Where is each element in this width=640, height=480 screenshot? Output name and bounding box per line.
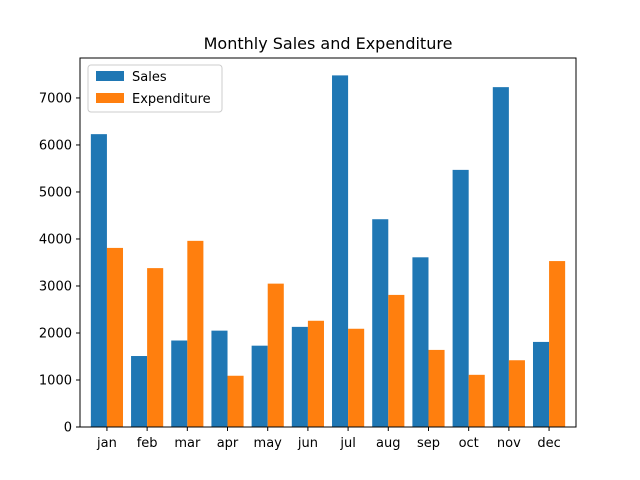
- bar-sales-jun: [291, 326, 308, 427]
- x-tick-label-sep: sep: [417, 436, 440, 451]
- bar-expenditure-oct: [468, 374, 485, 427]
- x-tick-label-feb: feb: [137, 436, 158, 451]
- x-tick-label-dec: dec: [537, 436, 560, 451]
- legend-swatch-sales: [96, 71, 124, 81]
- plot-area: 0 1000 2000 3000 4000 5000 6000 7000 jan feb mar ap…: [39, 57, 577, 451]
- x-tick-label-jun: jun: [297, 436, 318, 451]
- x-tick-label-oct: oct: [459, 436, 479, 451]
- axes-frame: [79, 57, 577, 428]
- bar-expenditure-mar: [187, 240, 204, 427]
- x-tick-label-jan: jan: [96, 436, 117, 451]
- y-tick-label: 5000: [39, 185, 72, 200]
- y-tick-label: 6000: [39, 138, 72, 153]
- bar-sales-sep: [412, 257, 429, 427]
- bar-expenditure-may: [267, 283, 284, 427]
- bar-expenditure-aug: [388, 294, 405, 427]
- y-tick-label: 1000: [39, 373, 72, 388]
- bar-sales-feb: [131, 356, 148, 427]
- bar-expenditure-apr: [227, 375, 244, 427]
- x-tick-label-mar: mar: [174, 436, 201, 451]
- bar-sales-nov: [492, 87, 509, 427]
- legend-label-sales: Sales: [132, 70, 167, 85]
- x-tick-label-may: may: [254, 436, 283, 451]
- y-tick-label: 4000: [39, 232, 72, 247]
- legend-swatch-expenditure: [96, 93, 124, 103]
- bar-expenditure-jun: [307, 320, 324, 427]
- bar-sales-may: [251, 345, 268, 427]
- bar-expenditure-jan: [106, 247, 124, 427]
- y-tick-label: 2000: [39, 326, 72, 341]
- bar-sales-apr: [211, 330, 228, 427]
- x-tick-label-apr: apr: [217, 436, 239, 451]
- bar-expenditure-feb: [147, 268, 164, 427]
- bar-sales-oct: [452, 169, 469, 427]
- bar-sales-jul: [332, 75, 349, 427]
- x-tick-label-nov: nov: [497, 436, 521, 451]
- bar-expenditure-jul: [348, 328, 365, 427]
- bar-expenditure-dec: [549, 261, 566, 427]
- y-tick-label: 0: [64, 421, 72, 436]
- bar-sales-mar: [171, 340, 188, 427]
- legend-label-expenditure: Expenditure: [132, 92, 211, 107]
- bar-sales-aug: [372, 219, 389, 427]
- chart-title: Monthly Sales and Expenditure: [204, 34, 453, 53]
- bar-expenditure-nov: [508, 360, 525, 427]
- y-tick-label: 3000: [39, 279, 72, 294]
- legend: Sales Expenditure: [87, 64, 223, 113]
- y-tick-label: 7000: [39, 91, 72, 106]
- x-tick-label-jul: jul: [339, 436, 355, 451]
- bar-sales-dec: [532, 341, 550, 427]
- bar-expenditure-sep: [428, 349, 445, 427]
- x-tick-label-aug: aug: [376, 436, 400, 451]
- bar-sales-jan: [90, 134, 107, 427]
